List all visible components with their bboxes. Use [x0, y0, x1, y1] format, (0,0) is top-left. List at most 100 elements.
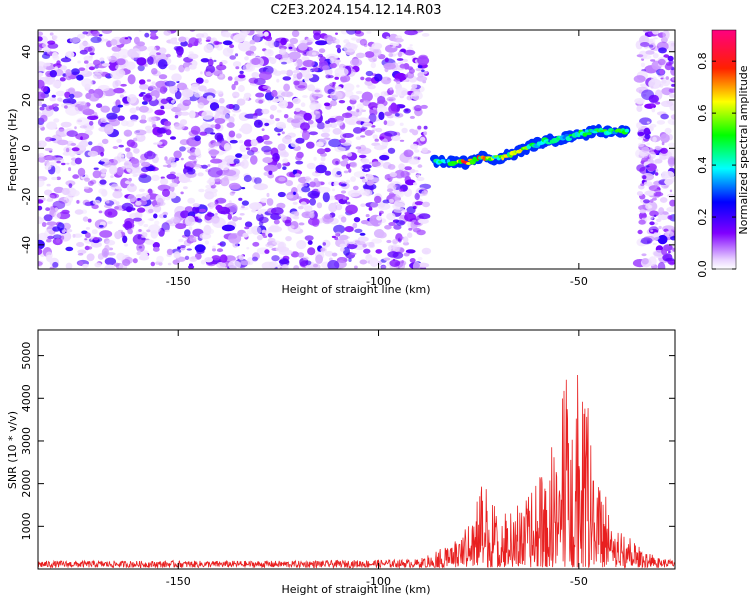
noise-speck: [146, 129, 153, 134]
noise-speck: [208, 149, 220, 155]
noise-speck: [372, 48, 382, 57]
noise-speck: [648, 94, 659, 103]
noise-speck: [125, 206, 133, 213]
noise-speck: [101, 138, 109, 145]
noise-speck: [345, 179, 351, 183]
noise-speck: [352, 126, 363, 134]
noise-speck: [279, 151, 289, 158]
noise-speck: [349, 94, 360, 101]
noise-speck: [103, 38, 109, 42]
noise-speck: [178, 238, 184, 243]
noise-speck: [55, 90, 66, 97]
noise-speck: [661, 171, 669, 180]
noise-speck: [93, 59, 101, 66]
noise-speck: [224, 169, 237, 177]
noise-speck: [120, 177, 130, 189]
noise-speck: [134, 129, 147, 136]
noise-speck: [232, 113, 236, 117]
noise-speck: [388, 222, 396, 226]
noise-speck: [89, 120, 94, 126]
noise-speck: [90, 36, 102, 43]
noise-speck: [112, 146, 119, 149]
noise-speck: [139, 119, 147, 124]
noise-speck: [207, 167, 223, 178]
noise-speck: [133, 148, 140, 154]
noise-speck: [250, 155, 258, 165]
noise-speck: [372, 134, 378, 140]
noise-speck: [119, 94, 125, 99]
noise-speck: [136, 57, 147, 66]
noise-speck: [53, 211, 61, 219]
noise-speck: [293, 215, 300, 220]
noise-speck: [356, 241, 366, 246]
noise-speck: [309, 198, 317, 206]
noise-speck: [141, 101, 148, 105]
noise-speck: [42, 43, 50, 48]
noise-speck: [406, 95, 413, 101]
noise-speck: [384, 57, 389, 63]
noise-speck: [77, 33, 86, 39]
noise-speck: [213, 59, 217, 63]
noise-speck: [339, 247, 345, 252]
noise-speck: [140, 252, 148, 257]
noise-speck: [244, 56, 249, 61]
noise-speck: [84, 201, 93, 207]
noise-speck: [373, 59, 377, 62]
noise-speck: [200, 259, 206, 265]
noise-speck: [313, 178, 319, 183]
noise-speck: [164, 156, 168, 161]
noise-speck: [234, 81, 239, 86]
noise-speck: [104, 200, 115, 206]
noise-speck: [152, 246, 160, 252]
noise-speck: [88, 66, 95, 71]
noise-speck: [188, 155, 197, 161]
noise-speck: [397, 51, 403, 58]
noise-speck: [353, 217, 361, 223]
ridge-core: [584, 129, 589, 133]
noise-speck: [44, 147, 53, 152]
noise-speck: [65, 193, 74, 204]
noise-speck: [416, 229, 426, 236]
noise-speck: [85, 227, 91, 230]
noise-speck: [329, 62, 337, 69]
noise-speck: [667, 215, 673, 220]
noise-speck: [340, 160, 349, 167]
noise-speck: [315, 164, 327, 174]
noise-speck: [359, 99, 364, 103]
noise-speck: [238, 74, 246, 79]
noise-speck: [88, 89, 95, 94]
noise-speck: [269, 114, 275, 120]
noise-speck: [659, 68, 665, 75]
noise-speck: [73, 233, 83, 238]
noise-speck: [346, 106, 352, 111]
noise-speck: [226, 122, 235, 128]
noise-speck: [87, 180, 94, 186]
noise-speck: [250, 139, 258, 147]
noise-speck: [648, 226, 659, 234]
noise-speck: [52, 200, 66, 210]
noise-speck: [127, 48, 137, 58]
noise-speck: [362, 164, 372, 169]
noise-speck: [261, 128, 265, 132]
noise-speck: [405, 249, 416, 254]
noise-speck: [282, 166, 287, 171]
noise-speck: [641, 258, 649, 265]
noise-speck: [401, 260, 404, 264]
noise-speck: [309, 102, 321, 111]
noise-speck: [641, 214, 647, 219]
noise-speck: [110, 70, 124, 80]
noise-speck: [179, 244, 186, 249]
y-tick-label: 2000: [20, 470, 33, 498]
noise-speck: [408, 158, 420, 165]
noise-speck: [151, 81, 156, 86]
noise-speck: [261, 145, 272, 153]
noise-speck: [60, 57, 72, 63]
noise-speck: [375, 249, 383, 254]
noise-speck: [301, 186, 311, 193]
noise-speck: [393, 224, 402, 230]
noise-speck: [38, 140, 47, 148]
noise-speck: [109, 164, 118, 175]
noise-speck: [184, 206, 194, 213]
noise-speck: [405, 179, 416, 186]
noise-speck: [645, 165, 650, 168]
